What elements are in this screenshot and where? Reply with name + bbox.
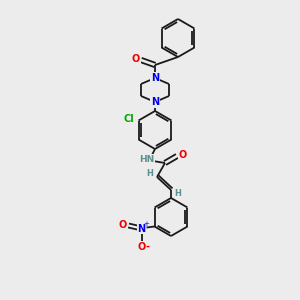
Text: +: + bbox=[144, 220, 149, 226]
Text: N: N bbox=[137, 224, 146, 233]
Text: N: N bbox=[151, 73, 159, 83]
Text: HN: HN bbox=[140, 154, 154, 164]
Text: -: - bbox=[146, 242, 149, 251]
Text: O: O bbox=[118, 220, 127, 230]
Text: Cl: Cl bbox=[123, 113, 134, 124]
Text: O: O bbox=[137, 242, 146, 251]
Text: H: H bbox=[147, 169, 153, 178]
Text: N: N bbox=[151, 97, 159, 107]
Text: O: O bbox=[179, 150, 187, 160]
Text: H: H bbox=[175, 188, 182, 197]
Text: O: O bbox=[132, 54, 140, 64]
